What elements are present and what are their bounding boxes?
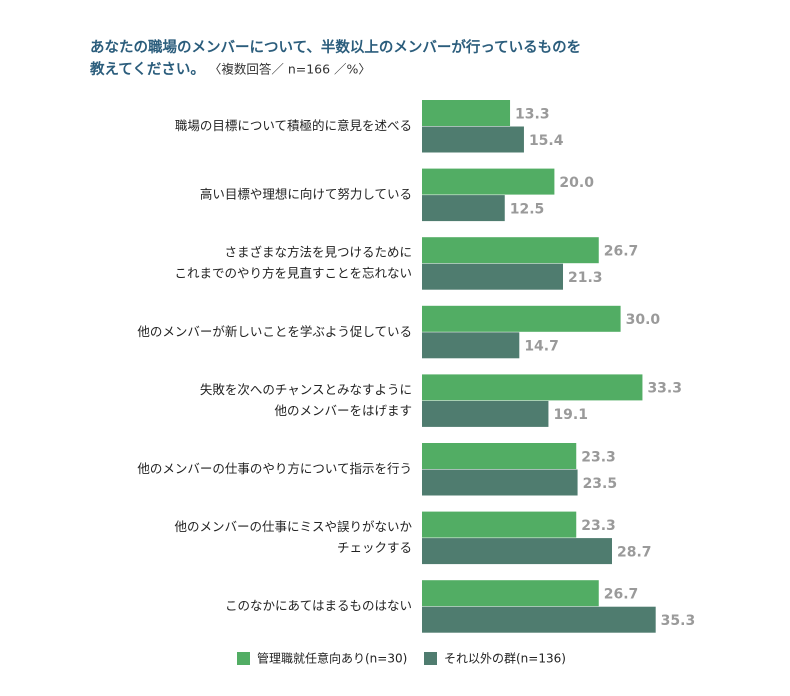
category-label: 高い目標や理想に向けて努力している — [200, 187, 412, 202]
value-label: 28.7 — [617, 544, 652, 560]
category-label: 他のメンバーをはげます — [274, 403, 412, 418]
category-label: 失敗を次へのチャンスとみなすように — [200, 382, 412, 397]
bar — [422, 443, 577, 469]
bar — [422, 100, 511, 126]
chart-title: あなたの職場のメンバーについて、半数以上のメンバーが行っているものを — [90, 38, 581, 56]
value-label: 23.3 — [581, 449, 616, 465]
category-label: このなかにあてはまるものはない — [225, 598, 412, 613]
legend-swatch — [424, 652, 437, 665]
bar — [422, 511, 577, 538]
bar — [422, 580, 599, 607]
value-label: 15.4 — [529, 133, 564, 149]
value-label: 21.3 — [568, 270, 603, 286]
value-label: 26.7 — [604, 586, 639, 602]
bar — [422, 606, 656, 633]
bar — [422, 374, 643, 401]
legend-swatch — [237, 652, 250, 665]
value-label: 23.5 — [583, 476, 618, 492]
bar — [422, 538, 612, 565]
category-label: これまでのやり方を見直すことを忘れない — [174, 266, 412, 281]
category-label: 他のメンバーが新しいことを学ぶよう促している — [137, 324, 412, 339]
value-label: 23.3 — [581, 518, 616, 534]
bar — [422, 195, 505, 222]
bar — [422, 126, 524, 153]
bar — [422, 332, 520, 359]
category-label: チェックする — [337, 540, 412, 555]
bar — [422, 237, 599, 264]
value-label: 26.7 — [604, 243, 639, 259]
legend-label: 管理職就任意向あり(n=30) — [257, 651, 407, 666]
value-label: 20.0 — [559, 175, 594, 191]
legend-label: それ以外の群(n=136) — [444, 652, 566, 666]
value-label: 19.1 — [553, 407, 588, 423]
bar — [422, 263, 564, 290]
category-label: 他のメンバーの仕事のやり方について指示を行う — [137, 461, 412, 476]
category-label: さまざまな方法を見つけるために — [224, 245, 412, 260]
value-label: 12.5 — [510, 201, 545, 217]
category-label: 他のメンバーの仕事にミスや誤りがないか — [174, 519, 412, 534]
value-label: 14.7 — [524, 339, 559, 355]
category-label: 職場の目標について積極的に意見を述べる — [175, 118, 412, 133]
value-label: 13.3 — [515, 106, 550, 122]
bar — [422, 305, 621, 332]
value-label: 35.3 — [661, 613, 696, 629]
bar — [422, 168, 555, 195]
value-label: 33.3 — [647, 381, 682, 397]
bar — [422, 400, 549, 427]
value-label: 30.0 — [626, 312, 661, 328]
chart-title: 教えてください。 — [89, 60, 205, 78]
chart-subtitle: 〈複数回答／ n=166 ／%〉 — [209, 62, 371, 77]
bar — [422, 469, 578, 496]
